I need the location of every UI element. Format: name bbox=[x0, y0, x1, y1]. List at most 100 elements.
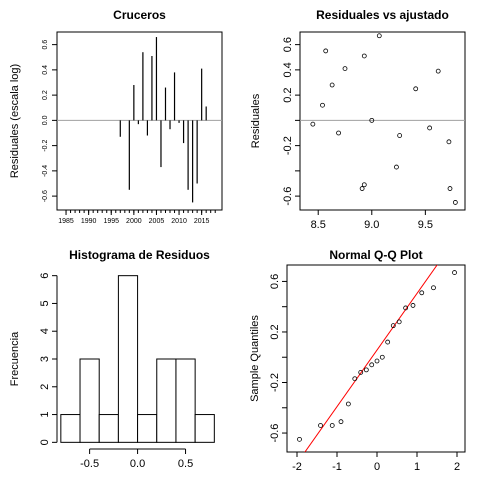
point bbox=[435, 68, 441, 74]
histogram-bar bbox=[98, 414, 119, 443]
y-tick-label: 0.2 bbox=[269, 324, 281, 339]
point bbox=[396, 319, 402, 325]
point bbox=[318, 423, 323, 428]
histogram-bar bbox=[156, 358, 177, 443]
point bbox=[336, 130, 341, 136]
point bbox=[446, 139, 452, 145]
point bbox=[390, 323, 396, 329]
point bbox=[410, 303, 416, 308]
point bbox=[447, 186, 453, 191]
histogram-bar bbox=[79, 358, 100, 443]
panel: Histograma de Residuos Frecuencia -0.5 0.0 0… bbox=[9, 248, 215, 470]
y-tick-label: 0.4 bbox=[282, 62, 294, 77]
histogram-bar bbox=[117, 275, 139, 443]
point bbox=[363, 367, 369, 373]
y-tick-label: 4 bbox=[39, 328, 51, 334]
point bbox=[361, 53, 367, 59]
point bbox=[338, 419, 344, 425]
point bbox=[369, 362, 375, 368]
panel: Normal Q-Q Plot Sample Quantiles -2 -1 0 1 2 -0… bbox=[249, 248, 466, 473]
point bbox=[431, 285, 436, 291]
y-tick-label: 5 bbox=[39, 300, 51, 306]
x-tick-label: 1 bbox=[414, 461, 420, 473]
panel-title: Normal Q-Q Plot bbox=[329, 248, 422, 262]
point bbox=[358, 369, 364, 375]
histogram-bar bbox=[175, 358, 196, 443]
point bbox=[323, 48, 329, 54]
y-tick-label: -0.6 bbox=[282, 187, 294, 206]
y-axis-label: Residuales (escala log) bbox=[9, 64, 21, 178]
point bbox=[376, 33, 382, 39]
point bbox=[329, 82, 335, 88]
x-tick-label: 9.5 bbox=[418, 219, 433, 231]
y-tick-label: 0.0 bbox=[42, 115, 49, 125]
x-tick-label: -0.5 bbox=[80, 458, 99, 470]
y-tick-label: 0.2 bbox=[282, 87, 294, 102]
x-tick-label: 2000 bbox=[126, 218, 142, 225]
y-tick-label: -0.2 bbox=[282, 136, 294, 155]
point bbox=[352, 376, 358, 382]
y-tick-label: -0.6 bbox=[42, 190, 49, 202]
y-axis-label: Frecuencia bbox=[9, 331, 21, 386]
y-tick-label: 0.6 bbox=[269, 274, 281, 289]
point bbox=[310, 121, 316, 127]
panel: Cruceros Residuales (escala log) 1985 1990 1… bbox=[9, 8, 223, 225]
y-tick-label: -0.6 bbox=[269, 424, 281, 443]
histogram-bar bbox=[60, 414, 81, 443]
point bbox=[297, 436, 302, 442]
x-tick-label: 1995 bbox=[103, 218, 119, 225]
y-tick-label: 1 bbox=[39, 411, 51, 417]
point bbox=[452, 200, 458, 205]
point bbox=[452, 270, 457, 275]
y-tick-label: 3 bbox=[39, 356, 51, 362]
y-tick-label: 2 bbox=[39, 384, 51, 390]
point bbox=[359, 186, 365, 191]
qq-line bbox=[304, 265, 438, 452]
point bbox=[320, 102, 325, 108]
x-tick-label: 2010 bbox=[171, 218, 187, 225]
y-tick-label: -0.2 bbox=[42, 139, 49, 151]
point bbox=[361, 182, 367, 188]
point bbox=[329, 423, 335, 428]
x-tick-label: -1 bbox=[332, 461, 342, 473]
x-tick-label: 0.5 bbox=[178, 458, 193, 470]
y-tick-label: 0.2 bbox=[42, 90, 49, 100]
x-tick-label: 2 bbox=[454, 461, 460, 473]
point bbox=[397, 133, 403, 138]
point bbox=[369, 117, 375, 123]
point bbox=[427, 125, 433, 131]
y-tick-label: 0.4 bbox=[42, 65, 49, 75]
x-tick-label: 1990 bbox=[81, 218, 97, 225]
x-tick-label: 8.5 bbox=[311, 219, 326, 231]
point bbox=[379, 354, 385, 360]
y-axis-label: Residuales bbox=[250, 93, 262, 148]
y-tick-label: 0.6 bbox=[42, 40, 49, 50]
y-tick-label: 0 bbox=[39, 439, 51, 445]
panel: Residuales vs ajustado Residuales 8.5 9.0 9.… bbox=[250, 8, 466, 231]
x-tick-label: 2015 bbox=[194, 218, 210, 225]
x-tick-label: 1985 bbox=[58, 218, 74, 225]
y-tick-label: 6 bbox=[39, 273, 51, 279]
histogram-bar bbox=[194, 414, 215, 443]
point bbox=[342, 66, 348, 72]
y-axis-label: Sample Quantiles bbox=[249, 315, 261, 402]
x-tick-label: -2 bbox=[292, 461, 302, 473]
x-tick-label: 0.0 bbox=[130, 458, 145, 470]
x-tick-label: 9.0 bbox=[364, 219, 379, 231]
histogram-bar bbox=[137, 414, 158, 443]
point bbox=[413, 86, 419, 92]
panel-title: Cruceros bbox=[113, 8, 166, 22]
point bbox=[394, 164, 399, 170]
y-tick-label: 0.6 bbox=[282, 37, 294, 52]
point bbox=[385, 339, 391, 345]
point bbox=[345, 401, 351, 407]
x-tick-label: 2005 bbox=[149, 218, 165, 225]
panel-title: Residuales vs ajustado bbox=[316, 8, 449, 22]
y-tick-label: -0.2 bbox=[269, 373, 281, 392]
point bbox=[374, 358, 380, 364]
point bbox=[403, 305, 409, 311]
y-tick-label: -0.4 bbox=[42, 165, 49, 177]
point bbox=[419, 290, 425, 296]
